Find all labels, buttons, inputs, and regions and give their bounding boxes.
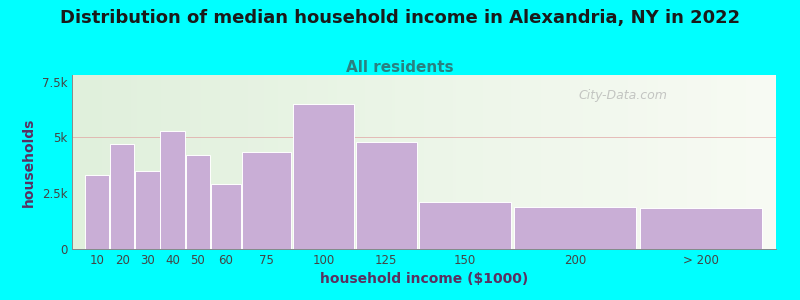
- X-axis label: household income ($1000): household income ($1000): [320, 272, 528, 286]
- Bar: [210, 184, 242, 249]
- Text: Distribution of median household income in Alexandria, NY in 2022: Distribution of median household income …: [60, 9, 740, 27]
- Bar: [640, 208, 762, 249]
- Bar: [186, 155, 210, 249]
- Bar: [293, 104, 354, 249]
- Text: All residents: All residents: [346, 60, 454, 75]
- Bar: [419, 202, 510, 249]
- Bar: [514, 207, 636, 249]
- Y-axis label: households: households: [22, 117, 36, 207]
- Bar: [242, 152, 291, 249]
- Text: City-Data.com: City-Data.com: [579, 89, 668, 102]
- Bar: [356, 142, 417, 249]
- Bar: [85, 176, 110, 249]
- Bar: [160, 131, 185, 249]
- Bar: [110, 144, 134, 249]
- Bar: [135, 171, 160, 249]
